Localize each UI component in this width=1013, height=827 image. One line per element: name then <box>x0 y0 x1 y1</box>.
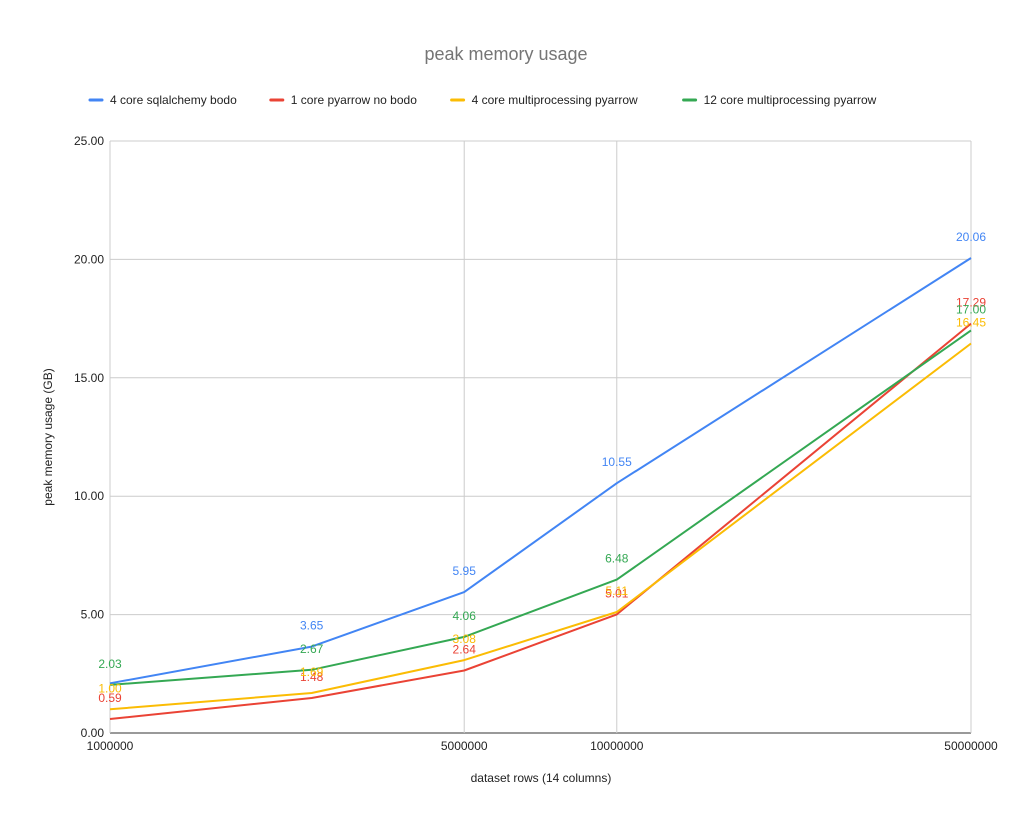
y-tick-label: 15.00 <box>74 371 104 385</box>
data-label: 5.95 <box>453 564 477 578</box>
y-axis-ticks: 0.00 5.00 10.00 15.00 20.00 25.00 <box>74 134 104 740</box>
x-tick-label: 5000000 <box>441 739 488 753</box>
data-label: 6.48 <box>605 552 629 566</box>
x-tick-label: 1000000 <box>87 739 134 753</box>
legend-item: 1 core pyarrow no bodo <box>269 93 417 107</box>
y-tick-label: 10.00 <box>74 489 104 503</box>
data-label: 1.69 <box>300 665 324 679</box>
x-axis-label: dataset rows (14 columns) <box>471 771 612 785</box>
data-label: 4.06 <box>453 609 477 623</box>
series-lines <box>109 257 972 720</box>
legend-item: 4 core sqlalchemy bodo <box>88 93 237 107</box>
data-label: 1.48 <box>300 670 324 684</box>
y-tick-label: 20.00 <box>74 252 104 266</box>
x-axis-ticks: 1000000 5000000 10000000 50000000 <box>87 739 998 753</box>
legend-label: 12 core multiprocessing pyarrow <box>704 93 877 107</box>
data-label: 3.65 <box>300 619 324 633</box>
data-label: 20.06 <box>956 230 986 244</box>
data-label: 17.29 <box>956 296 986 310</box>
data-labels: 3.655.9510.5520.060.591.482.645.0117.291… <box>98 230 986 705</box>
series-line-2 <box>109 322 972 720</box>
chart-title: peak memory usage <box>424 44 587 64</box>
data-label: 5.11 <box>606 584 629 598</box>
legend-label: 1 core pyarrow no bodo <box>291 93 417 107</box>
x-tick-label: 50000000 <box>944 739 998 753</box>
data-label: 17.00 <box>956 302 986 316</box>
series-line-3 <box>109 342 972 711</box>
legend-label: 4 core sqlalchemy bodo <box>110 93 237 107</box>
data-label: 2.64 <box>453 642 477 656</box>
data-label: 0.59 <box>98 691 122 705</box>
series-line-1 <box>109 257 972 685</box>
legend-item: 12 core multiprocessing pyarrow <box>682 93 877 107</box>
x-tick-label: 10000000 <box>590 739 644 753</box>
data-label: 16.45 <box>956 315 986 329</box>
grid <box>109 140 972 734</box>
y-axis-label: peak memory usage (GB) <box>41 368 55 505</box>
data-label: 3.08 <box>453 632 477 646</box>
y-tick-label: 25.00 <box>74 134 104 148</box>
legend-item: 4 core multiprocessing pyarrow <box>450 93 638 107</box>
data-label: 1.00 <box>98 681 122 695</box>
y-tick-label: 0.00 <box>81 726 105 740</box>
y-tick-label: 5.00 <box>81 608 105 622</box>
legend-label: 4 core multiprocessing pyarrow <box>472 93 638 107</box>
series-line-4 <box>109 329 972 686</box>
legend: 4 core sqlalchemy bodo 1 core pyarrow no … <box>88 93 877 107</box>
data-label: 10.55 <box>602 455 632 469</box>
data-label: 2.03 <box>98 657 122 671</box>
data-label: 2.67 <box>300 642 324 656</box>
data-label: 5.01 <box>605 586 629 600</box>
